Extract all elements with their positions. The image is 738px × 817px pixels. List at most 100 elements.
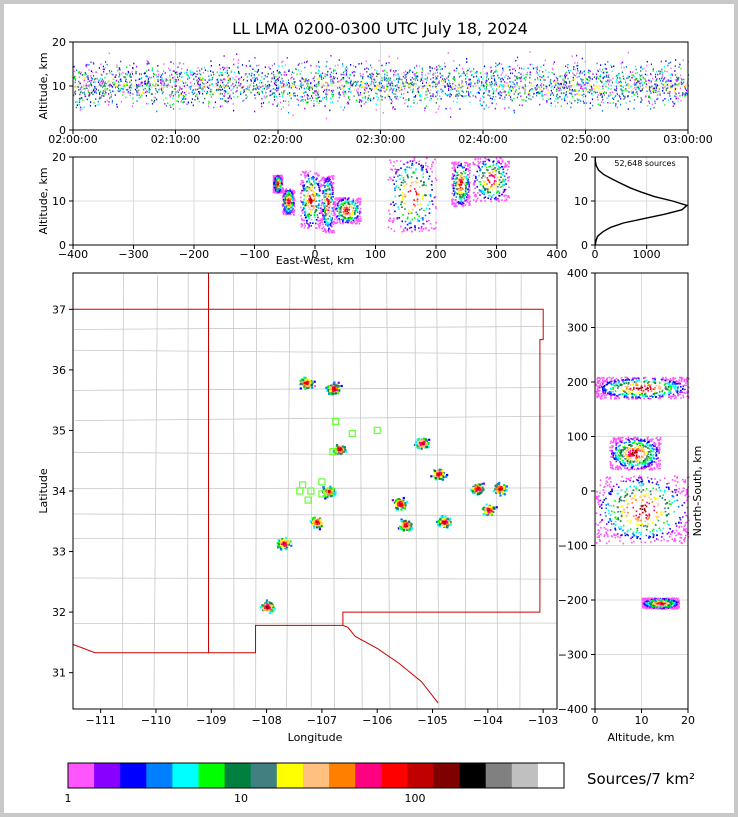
source-point [600, 92, 602, 95]
source-point [291, 76, 293, 79]
source-point [564, 77, 566, 80]
source-point [468, 82, 470, 85]
source-point [326, 86, 328, 89]
source-point [301, 77, 304, 80]
source-point [444, 65, 446, 68]
source-point [342, 65, 344, 67]
source-point [393, 204, 395, 206]
source-point [281, 186, 284, 189]
source-point [682, 93, 684, 95]
source-point [345, 69, 347, 72]
source-point [104, 81, 106, 83]
source-point [420, 165, 422, 167]
source-point [165, 104, 168, 107]
source-point [161, 82, 163, 85]
source-point [657, 87, 659, 90]
source-point [529, 63, 531, 66]
source-point [301, 209, 304, 211]
source-point [566, 96, 568, 98]
source-point [129, 85, 131, 88]
source-point [435, 78, 437, 80]
source-point [397, 77, 399, 80]
source-point [397, 80, 399, 82]
source-point [272, 176, 275, 179]
source-point [623, 78, 626, 81]
source-point [77, 72, 80, 74]
source-point [401, 191, 403, 194]
source-point [141, 77, 143, 79]
source-point [470, 83, 472, 86]
source-point [82, 82, 84, 84]
source-point [605, 85, 607, 88]
source-point [431, 81, 433, 84]
source-point [120, 101, 122, 103]
source-point [455, 184, 457, 187]
source-point [572, 83, 574, 85]
source-point [83, 84, 85, 87]
source-point [545, 93, 547, 96]
source-point [583, 102, 585, 104]
source-point [150, 76, 152, 79]
source-point [457, 202, 460, 205]
source-point [319, 76, 321, 79]
source-point [270, 89, 272, 91]
source-point [465, 161, 467, 164]
source-point [613, 88, 615, 91]
source-point [100, 73, 102, 76]
source-point [510, 72, 512, 75]
source-point [331, 222, 333, 225]
source-point [281, 177, 284, 180]
source-point [318, 226, 321, 229]
source-point [306, 222, 308, 224]
source-point [380, 95, 382, 97]
source-point [478, 92, 480, 94]
source-point [374, 69, 376, 71]
source-point [513, 83, 515, 85]
source-point [454, 84, 457, 87]
source-point [512, 88, 514, 90]
source-point [254, 110, 256, 113]
source-point [608, 74, 610, 76]
source-point [306, 203, 308, 206]
source-point [271, 72, 273, 75]
source-point [594, 88, 596, 91]
source-point [334, 69, 336, 72]
source-point [184, 82, 186, 85]
source-point [585, 82, 587, 84]
source-point [605, 92, 607, 94]
source-point [328, 188, 331, 191]
source-point [342, 206, 344, 209]
source-point [631, 76, 633, 79]
source-point [640, 65, 642, 68]
source-point [358, 200, 360, 203]
source-point [433, 228, 435, 230]
source-point [331, 231, 333, 234]
source-point [581, 94, 583, 96]
source-point [261, 105, 263, 108]
source-point [170, 106, 172, 109]
source-point [422, 82, 424, 84]
source-point [621, 85, 623, 88]
source-point [306, 186, 309, 188]
source-point [267, 73, 269, 75]
source-point [492, 95, 494, 98]
source-point [547, 89, 549, 91]
source-point [330, 181, 332, 183]
source-point [284, 199, 286, 202]
source-point [438, 105, 440, 108]
source-point [533, 80, 535, 83]
source-point [436, 69, 438, 71]
source-point [273, 187, 276, 189]
source-point [650, 92, 652, 94]
source-point [390, 102, 392, 105]
source-point [273, 96, 275, 98]
source-point [458, 187, 460, 190]
source-point [267, 84, 270, 86]
source-point [583, 73, 586, 76]
source-point [219, 88, 221, 91]
source-point [388, 80, 390, 83]
source-point [449, 72, 451, 75]
source-point [306, 82, 308, 85]
source-point [573, 66, 575, 68]
source-point [502, 85, 504, 88]
